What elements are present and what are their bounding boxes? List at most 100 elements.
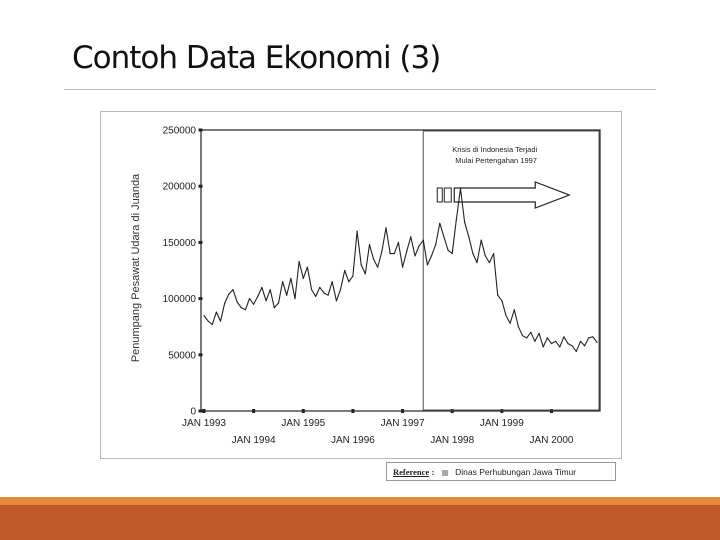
data-point (348, 281, 350, 283)
x-tick-mark (549, 409, 553, 413)
data-point (219, 320, 222, 322)
data-point (476, 262, 478, 264)
data-point (455, 219, 457, 221)
x-tick-label: JAN 1999 (480, 418, 524, 429)
data-point (319, 286, 321, 288)
data-point (410, 236, 412, 238)
data-point (472, 253, 474, 255)
data-point (422, 239, 424, 241)
data-point (377, 266, 379, 268)
plot-border (200, 129, 601, 412)
data-point (364, 273, 366, 275)
data-point (327, 294, 329, 296)
data-point (426, 264, 428, 266)
data-point (430, 255, 433, 257)
data-point (513, 309, 515, 311)
data-point (335, 300, 337, 302)
chart-frame: Penumpang Pesawat Udara di Juanda 0 50000… (100, 111, 622, 459)
x-tick-label: JAN 1998 (430, 435, 474, 446)
data-point (575, 350, 577, 352)
x-tick-mark (351, 409, 355, 413)
x-tick-label: JAN 1996 (331, 435, 375, 446)
y-tick-label: 200000 (163, 182, 197, 193)
data-point (211, 323, 213, 326)
data-point (464, 221, 466, 223)
data-point (215, 311, 217, 313)
y-tick-label: 50000 (168, 350, 196, 361)
title-divider (64, 89, 656, 90)
data-point (397, 241, 399, 243)
data-point (538, 332, 540, 334)
square-bullet-icon (441, 469, 448, 476)
data-point (559, 346, 561, 348)
data-point (563, 336, 565, 338)
data-point (542, 346, 544, 348)
crisis-region-box (422, 130, 600, 411)
x-tick-label: JAN 2000 (530, 435, 574, 446)
data-point (584, 345, 586, 347)
y-tick-mark (198, 184, 203, 188)
data-point (236, 301, 238, 303)
x-tick-mark (301, 409, 305, 413)
y-axis-label: Penumpang Pesawat Udara di Juanda (130, 173, 142, 362)
arrow-tail-bar (436, 187, 443, 203)
data-point (315, 295, 317, 297)
data-point (555, 340, 557, 342)
series-layer (203, 187, 598, 352)
data-point (302, 277, 304, 279)
data-point (339, 289, 342, 291)
data-point (579, 340, 582, 342)
data-point (385, 227, 387, 229)
data-point (468, 236, 470, 238)
data-point (435, 244, 437, 246)
data-point (228, 293, 230, 295)
x-tick-mark (450, 409, 454, 413)
y-tick-mark (198, 128, 203, 132)
line-chart: Penumpang Pesawat Udara di Juanda 0 50000… (130, 126, 601, 446)
data-point (521, 335, 524, 337)
x-tick-label: JAN 1997 (381, 418, 425, 429)
data-point (406, 250, 408, 252)
data-point (352, 275, 354, 277)
data-point (546, 337, 548, 339)
data-point (517, 326, 519, 328)
data-point (282, 281, 284, 283)
data-point (311, 289, 313, 291)
data-point (550, 343, 553, 345)
data-point (373, 258, 375, 260)
x-tick-label: JAN 1994 (232, 435, 276, 446)
data-point (381, 250, 383, 252)
data-point (253, 303, 255, 305)
data-point (447, 249, 449, 251)
reference-source: Dinas Perhubungan Jawa Timur (455, 467, 577, 477)
annotation-line-1: Krisis di Indonesia Terjadi (452, 145, 537, 154)
data-point (360, 264, 362, 266)
data-point (356, 230, 358, 232)
data-point (331, 281, 333, 283)
data-point (530, 331, 532, 333)
data-point (368, 244, 371, 246)
data-point (277, 302, 280, 304)
y-tick-mark (198, 240, 203, 244)
y-axis-label-group: Penumpang Pesawat Udara di Juanda (130, 173, 142, 362)
y-tick-label: 150000 (163, 238, 197, 249)
data-point (306, 266, 308, 268)
data-point (480, 239, 482, 241)
y-tick-mark (198, 409, 203, 413)
data-point (402, 266, 404, 268)
x-tick-mark (252, 409, 256, 413)
data-point (323, 292, 325, 294)
data-point (298, 260, 300, 263)
series-line (203, 187, 598, 352)
data-point (261, 286, 263, 288)
data-point (244, 309, 246, 311)
x-tick-mark (500, 409, 504, 413)
data-point (265, 300, 267, 302)
slide-title: Contoh Data Ekonomi (3) (72, 40, 441, 76)
data-point (224, 302, 226, 304)
data-point (344, 269, 346, 272)
data-point (393, 253, 395, 255)
data-point (534, 340, 536, 342)
x-tick-mark (202, 409, 206, 413)
data-point (451, 253, 453, 255)
